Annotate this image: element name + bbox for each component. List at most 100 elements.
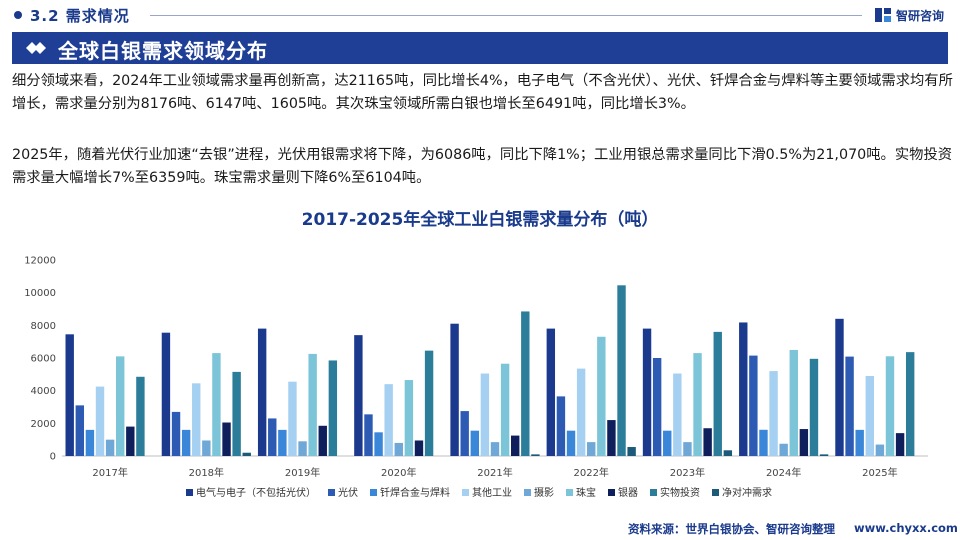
bar (895, 433, 905, 456)
logo-icon (875, 8, 891, 22)
bar (242, 452, 251, 456)
bar (490, 442, 500, 456)
page-title: 全球白银需求领域分布 (58, 39, 268, 63)
chart-title: 2017-2025年全球工业白银需求量分布（吨） (301, 210, 659, 230)
x-tick-label: 2025年 (862, 466, 897, 479)
legend-label: 光伏 (338, 486, 358, 499)
legend-label: 钎焊合金与焊料 (380, 486, 450, 499)
bar (819, 454, 829, 456)
brand-logo: 智研咨询 (874, 6, 944, 24)
legend-swatch (328, 489, 335, 496)
bar (855, 429, 864, 456)
x-tick-label: 2018年 (189, 466, 224, 479)
legend-label: 珠宝 (576, 486, 596, 499)
x-tick-label: 2022年 (573, 466, 608, 479)
legend-label: 其他工业 (472, 486, 512, 499)
legend-label: 摄影 (534, 486, 554, 499)
bar (587, 442, 596, 456)
bar (222, 422, 231, 456)
bar (278, 429, 287, 456)
legend-swatch (370, 489, 377, 496)
bar (885, 356, 895, 456)
legend-swatch (186, 489, 193, 496)
y-tick-label: 0 (50, 452, 56, 463)
paragraph-1: 细分领域来看，2024年工业领域需求量再创新高，达21165吨，同比增长4%，电… (12, 73, 953, 112)
bar (65, 334, 74, 456)
bar (95, 386, 105, 456)
bar (693, 353, 702, 456)
legend-swatch (650, 489, 657, 496)
bar (232, 371, 241, 456)
bar (318, 425, 327, 456)
bar (212, 353, 221, 456)
bar (116, 356, 125, 456)
bar (642, 328, 652, 456)
bar (404, 380, 414, 456)
bar (480, 373, 490, 456)
divider (150, 15, 862, 16)
bar (268, 418, 277, 456)
legend-label: 实物投资 (660, 486, 700, 499)
bar (75, 405, 85, 456)
x-tick-label: 2023年 (670, 466, 705, 479)
site-url: www.chyxx.com (854, 521, 958, 535)
bar (181, 429, 191, 456)
bar (683, 442, 692, 456)
bar (470, 430, 479, 456)
y-tick-label: 10000 (24, 288, 56, 299)
bar (354, 335, 363, 456)
legend-label: 电气与电子（不包括光伏） (196, 486, 316, 499)
y-tick-label: 4000 (31, 386, 56, 397)
bar (673, 373, 682, 456)
bar (652, 358, 662, 456)
legend-label: 净对冲需求 (722, 486, 772, 499)
x-tick-label: 2021年 (477, 466, 512, 479)
bar (460, 411, 469, 456)
bar (597, 336, 606, 456)
bar (531, 454, 540, 456)
bar (809, 358, 819, 456)
legend-label: 银器 (618, 486, 638, 499)
title-banner: 全球白银需求领域分布 (12, 32, 948, 64)
bar (779, 443, 788, 456)
bar (192, 383, 201, 456)
bar (394, 442, 403, 456)
bar (521, 311, 530, 456)
bar (308, 353, 317, 456)
bar (739, 322, 748, 456)
bar (905, 352, 915, 456)
bar (288, 381, 297, 456)
logo-text: 智研咨询 (896, 8, 945, 23)
x-tick-label: 2017年 (92, 466, 127, 479)
section-header: 3.2 需求情况 智研咨询 (0, 0, 960, 30)
x-tick-label: 2020年 (381, 466, 416, 479)
source-note: 资料来源：世界白银协会、智研咨询整理 (628, 522, 835, 536)
bar (723, 450, 733, 456)
bullet-icon (14, 11, 22, 19)
x-tick-label: 2024年 (766, 466, 801, 479)
bar (136, 376, 145, 456)
section-title: 3.2 需求情况 (30, 7, 130, 25)
bar (450, 323, 459, 456)
bar (713, 331, 722, 456)
bar (85, 429, 95, 456)
bar (500, 363, 510, 456)
bar (749, 355, 758, 456)
legend-swatch (462, 489, 469, 496)
bar (546, 328, 556, 456)
diamond-icon (26, 42, 46, 54)
bar (576, 368, 586, 456)
bar (799, 429, 809, 456)
y-tick-label: 12000 (24, 256, 56, 267)
bar (845, 356, 854, 456)
legend-swatch (566, 489, 573, 496)
legend-swatch (608, 489, 615, 496)
bar (663, 430, 672, 456)
bar (789, 349, 798, 456)
bar (556, 396, 566, 456)
bar (126, 426, 135, 456)
bar (875, 444, 885, 456)
legend-swatch (712, 489, 719, 496)
bar (171, 411, 181, 456)
